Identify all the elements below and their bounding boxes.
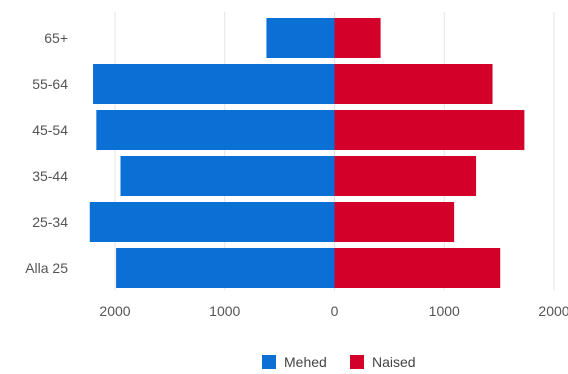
bar-naised-5: [334, 248, 501, 288]
x-tick-labels: 2000 1000 0 1000 2000: [99, 303, 568, 319]
gridlines: [114, 12, 555, 290]
bar-mehed-4: [89, 202, 335, 242]
x-tick-label: 2000: [99, 303, 130, 319]
category-label: 65+: [44, 30, 68, 46]
bar-mehed-0: [266, 18, 335, 58]
category-label: 55-64: [32, 76, 68, 92]
category-label: 45-54: [32, 122, 68, 138]
bar-mehed-1: [93, 64, 335, 104]
bar-mehed-3: [120, 156, 335, 196]
category-label: 35-44: [32, 168, 68, 184]
bar-naised-0: [334, 18, 381, 58]
x-tick-label: 2000: [538, 303, 568, 319]
bar-mehed-5: [116, 248, 335, 288]
legend: Mehed Naised: [262, 354, 416, 370]
bars: [89, 18, 525, 288]
legend-swatch-naised: [350, 355, 364, 369]
category-label: Alla 25: [25, 260, 68, 276]
x-tick-label: 0: [331, 303, 339, 319]
category-label: 25-34: [32, 214, 68, 230]
x-tick-label: 1000: [429, 303, 460, 319]
bar-mehed-2: [96, 110, 335, 150]
category-labels: 65+ 55-64 45-54 35-44 25-34 Alla 25: [25, 30, 68, 276]
x-tick-label: 1000: [209, 303, 240, 319]
bar-naised-3: [334, 156, 477, 196]
bar-naised-2: [334, 110, 525, 150]
bar-naised-4: [334, 202, 455, 242]
bar-naised-1: [334, 64, 493, 104]
legend-swatch-mehed: [262, 355, 276, 369]
legend-label-naised: Naised: [372, 354, 416, 370]
legend-label-mehed: Mehed: [284, 354, 327, 370]
